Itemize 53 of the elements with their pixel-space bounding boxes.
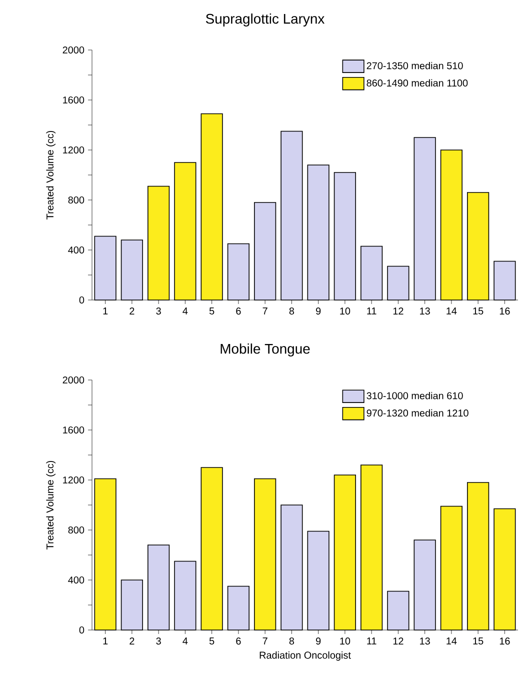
y-tick-label: 0: [79, 626, 84, 634]
x-tick-label: 1: [103, 638, 108, 644]
y-tick-label: 2000: [62, 376, 84, 384]
x-tick-label: 1: [103, 308, 108, 314]
x-tick-label: 8: [289, 638, 294, 645]
x-tick-label: 9: [316, 638, 321, 645]
x-tick-label: 9: [316, 308, 321, 315]
x-tick-label: 2: [130, 638, 134, 644]
y-tick-label: 800: [68, 526, 84, 534]
y-tick-label: 0: [79, 296, 84, 304]
y-tick-label: 1600: [63, 96, 84, 104]
x-tick-label: 15: [473, 638, 484, 644]
x-tick-label: 8: [289, 308, 294, 315]
y-tick-label: 2000: [62, 46, 84, 54]
x-tick-label: 14: [446, 308, 457, 314]
y-axis-title: Treated Volume (cc): [46, 130, 56, 220]
x-tick-label: 4: [182, 308, 188, 314]
x-tick-label: 7: [262, 638, 268, 644]
x-tick-label: 7: [262, 308, 268, 314]
y-tick-label: 1200: [63, 146, 84, 154]
legend-label: 860-1490 median 1100: [366, 79, 468, 87]
x-tick-label: 13: [420, 638, 430, 645]
x-tick-label: 11: [367, 638, 376, 644]
x-tick-label: 15: [473, 308, 484, 314]
x-tick-label: 10: [340, 638, 350, 645]
x-tick-label: 12: [393, 638, 404, 644]
x-tick-label: 4: [182, 638, 188, 644]
x-tick-label: 16: [500, 638, 510, 645]
y-tick-label: 1600: [63, 426, 84, 434]
y-tick-label: 800: [68, 196, 84, 204]
y-axis-title: Treated Volume (cc): [46, 460, 56, 550]
legend-label: 970-1320 median 1210: [366, 409, 468, 417]
x-tick-label: 5: [209, 308, 214, 314]
x-tick-label: 16: [500, 308, 510, 315]
x-tick-label: 12: [393, 308, 404, 314]
y-tick-label: 1200: [63, 476, 84, 484]
x-tick-label: 14: [446, 638, 457, 644]
x-tick-label: 11: [367, 308, 376, 314]
x-axis-title: Radiation Oncologist: [260, 651, 351, 661]
x-tick-label: 3: [156, 638, 161, 645]
legend-label: 270-1350 median 510: [366, 62, 463, 70]
y-tick-label: 400: [68, 576, 84, 584]
x-tick-label: 13: [420, 308, 430, 315]
x-tick-label: 6: [236, 308, 241, 315]
x-tick-label: 3: [156, 308, 161, 315]
chart-title: Mobile Tongue: [220, 343, 310, 356]
chart-title: Supraglottic Larynx: [206, 13, 325, 26]
x-tick-label: 6: [236, 638, 241, 645]
y-tick-label: 400: [68, 246, 84, 254]
x-tick-label: 5: [209, 638, 214, 644]
legend-label: 310-1000 median 610: [366, 392, 463, 400]
x-tick-label: 10: [340, 308, 350, 315]
x-tick-label: 2: [130, 308, 134, 314]
